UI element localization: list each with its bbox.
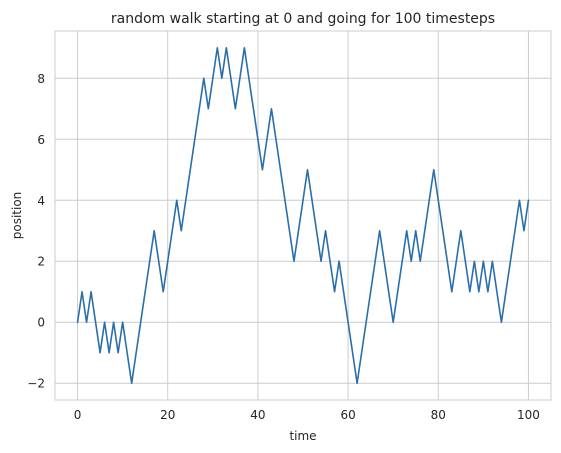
series-line	[76, 46, 530, 385]
grid	[55, 31, 551, 400]
x-tick-label: 0	[74, 408, 82, 422]
x-tick-label: 80	[431, 408, 446, 422]
y-tick-label: 8	[37, 72, 45, 86]
x-tick-label: 60	[340, 408, 355, 422]
y-tick-label: −2	[27, 377, 45, 391]
y-tick-label: 4	[37, 194, 45, 208]
x-axis-label: time	[289, 429, 316, 443]
y-axis-label: position	[10, 192, 24, 240]
y-tick-label: 2	[37, 255, 45, 269]
x-tick-label: 40	[250, 408, 265, 422]
x-tick-label: 100	[517, 408, 540, 422]
plot-background	[55, 31, 551, 400]
plot-frame	[54, 30, 552, 401]
y-tick-label: 6	[37, 133, 45, 147]
y-tick-label: 0	[37, 316, 45, 330]
chart-title: random walk starting at 0 and going for …	[111, 11, 495, 27]
x-axis: 0 20 40 60 80 100	[74, 408, 540, 422]
y-axis: −2 0 2 4 6 8	[27, 72, 45, 391]
x-tick-label: 20	[160, 408, 175, 422]
